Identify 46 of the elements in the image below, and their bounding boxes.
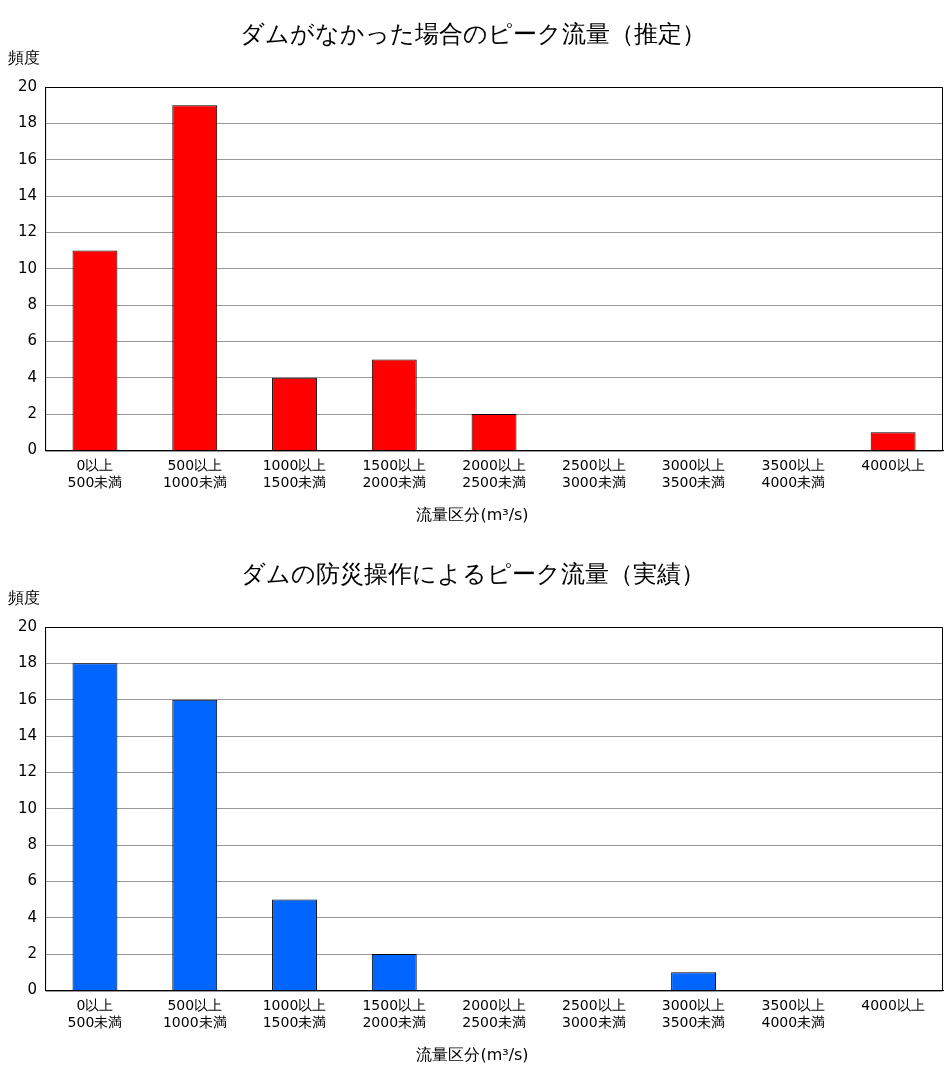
y-tick-label: 14 (17, 185, 38, 204)
y-tick-label: 6 (27, 871, 38, 890)
x-tick-label: 0以上 500未満 (67, 997, 123, 1031)
y-tick-label: 16 (17, 149, 38, 168)
x-tick-label: 500以上 1000未満 (162, 457, 227, 491)
y-tick-label: 18 (17, 113, 38, 132)
x-tick-label: 2500以上 3000未満 (561, 997, 626, 1031)
x-tick-label: 3000以上 3500未満 (661, 457, 726, 491)
y-axis-title: 頻度 (8, 588, 40, 609)
y-tick-label: 20 (17, 76, 38, 95)
x-axis-title: 流量区分(m³/s) (415, 1045, 530, 1066)
y-tick-label: 12 (17, 222, 38, 241)
x-tick-label: 3500以上 4000未満 (761, 457, 826, 491)
x-tick-label: 4000以上 (861, 997, 925, 1014)
x-tick-label: 3500以上 4000未満 (761, 997, 826, 1031)
chart-title: ダムがなかった場合のピーク流量（推定） (239, 20, 706, 48)
x-tick-label: 2500以上 3000未満 (561, 457, 626, 491)
y-tick-label: 6 (27, 331, 38, 350)
y-tick-label: 16 (17, 689, 38, 708)
y-tick-label: 12 (17, 762, 38, 781)
x-tick-label: 1000以上 1500未満 (262, 997, 327, 1031)
y-tick-label: 8 (27, 834, 38, 853)
x-tick-label: 2000以上 2500未満 (462, 457, 526, 491)
y-tick-label: 14 (17, 725, 38, 744)
y-tick-label: 8 (27, 294, 38, 313)
x-tick-label: 3000以上 3500未満 (661, 997, 726, 1031)
y-axis-title: 頻度 (8, 48, 40, 69)
y-tick-label: 4 (27, 907, 38, 926)
y-tick-label: 2 (27, 403, 38, 422)
x-tick-label: 1500以上 2000未満 (362, 997, 427, 1031)
y-tick-label: 0 (27, 440, 38, 459)
x-tick-label: 1500以上 2000未満 (362, 457, 427, 491)
x-tick-label: 2000以上 2500未満 (462, 997, 526, 1031)
y-tick-label: 4 (27, 367, 38, 386)
y-tick-label: 18 (17, 653, 38, 672)
chart-title: ダムの防災操作によるピーク流量（実績） (240, 560, 705, 588)
y-tick-label: 10 (17, 798, 38, 817)
x-tick-label: 1000以上 1500未満 (262, 457, 327, 491)
x-axis-title: 流量区分(m³/s) (415, 505, 530, 526)
x-tick-label: 500以上 1000未満 (162, 997, 227, 1031)
y-tick-label: 20 (17, 616, 38, 635)
x-tick-label: 0以上 500未満 (67, 457, 123, 491)
y-tick-label: 2 (27, 943, 38, 962)
x-tick-label: 4000以上 (861, 457, 925, 474)
y-tick-label: 10 (17, 258, 38, 277)
y-tick-label: 0 (27, 980, 38, 999)
